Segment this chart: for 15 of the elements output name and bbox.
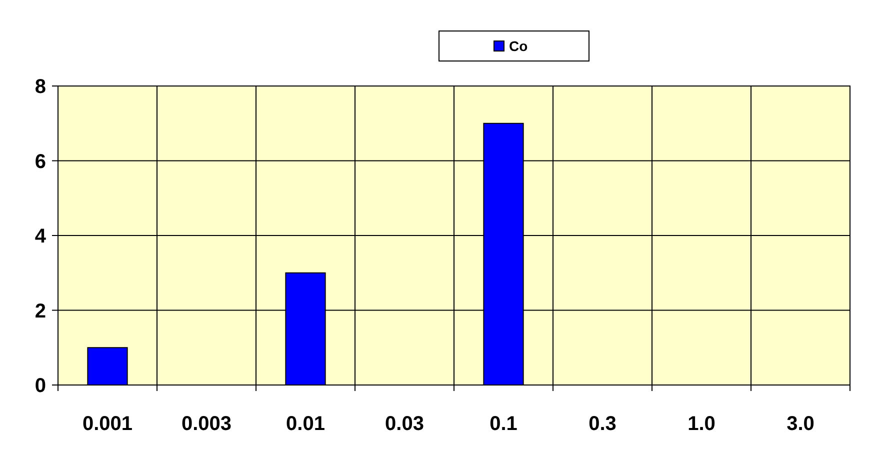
y-tick-label: 2 (34, 300, 46, 322)
x-tick-label: 0.003 (181, 413, 232, 435)
x-tick-label: 3.0 (786, 413, 814, 435)
y-tick-label: 6 (34, 150, 46, 173)
x-tick-label: 0.03 (385, 413, 424, 435)
x-tick-label: 0.1 (490, 413, 518, 435)
y-tick-label: 0 (34, 375, 46, 397)
bar (87, 347, 128, 386)
x-tick-label: 0.001 (82, 413, 133, 435)
y-tick-label: 4 (34, 226, 47, 248)
x-tick-label: 1.0 (688, 413, 716, 435)
x-tick-label: 0.3 (588, 413, 616, 435)
y-tick-label: 8 (34, 76, 46, 98)
legend-label: Co (509, 38, 528, 54)
x-tick-label: 0.01 (286, 413, 325, 435)
